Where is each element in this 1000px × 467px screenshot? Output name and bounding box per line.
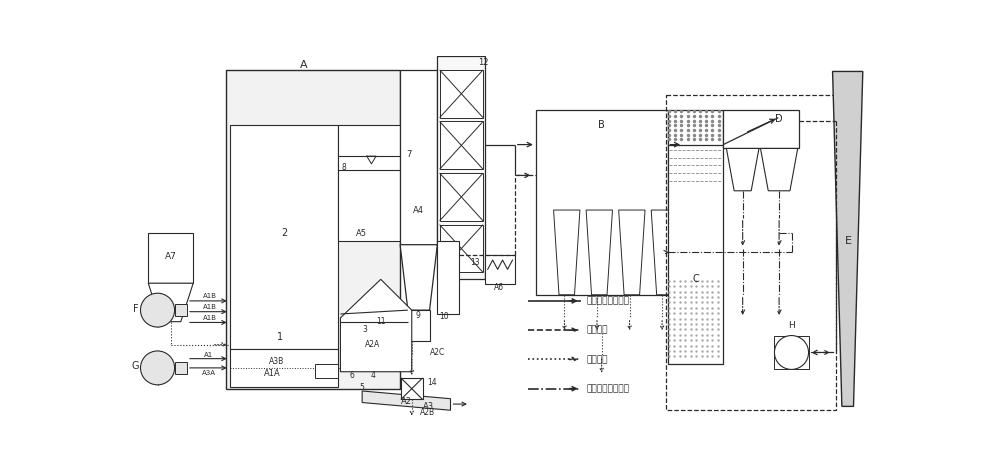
Text: A: A <box>299 60 307 70</box>
Text: 5: 5 <box>359 382 364 392</box>
Text: 3: 3 <box>363 325 368 334</box>
Text: A2C: A2C <box>430 348 445 357</box>
Bar <box>338 125 400 241</box>
Bar <box>315 364 338 378</box>
Text: 1: 1 <box>277 332 283 342</box>
Polygon shape <box>726 149 759 191</box>
Polygon shape <box>586 210 612 295</box>
Text: 6: 6 <box>350 371 355 380</box>
Text: 9: 9 <box>416 311 420 320</box>
Bar <box>440 70 483 118</box>
Circle shape <box>140 351 175 385</box>
Text: A3: A3 <box>423 402 434 411</box>
Bar <box>666 94 836 410</box>
Text: A1: A1 <box>204 352 213 358</box>
Polygon shape <box>400 245 437 310</box>
Circle shape <box>774 336 809 369</box>
Bar <box>536 110 668 295</box>
Polygon shape <box>340 279 412 372</box>
Text: A1B: A1B <box>203 293 217 299</box>
Polygon shape <box>362 391 450 410</box>
Text: B: B <box>598 120 605 130</box>
Text: A3A: A3A <box>202 370 216 376</box>
Bar <box>175 362 187 374</box>
Text: H: H <box>788 321 795 330</box>
Text: A1B: A1B <box>203 304 217 310</box>
Text: 11: 11 <box>376 317 386 326</box>
Bar <box>175 304 187 316</box>
Text: 4: 4 <box>371 371 375 380</box>
Bar <box>401 378 423 399</box>
Bar <box>440 225 483 272</box>
Polygon shape <box>148 283 193 322</box>
Polygon shape <box>619 210 645 295</box>
Text: 12: 12 <box>478 58 488 67</box>
Bar <box>440 173 483 221</box>
Bar <box>226 70 400 389</box>
Text: 除尘器回收水流程: 除尘器回收水流程 <box>586 384 629 393</box>
Bar <box>668 110 723 364</box>
Text: A2A: A2A <box>365 340 381 349</box>
Text: 灰渣流程: 灰渣流程 <box>586 355 608 364</box>
Text: A1B: A1B <box>203 315 217 321</box>
Text: A2B: A2B <box>420 408 435 417</box>
Bar <box>774 336 809 369</box>
Text: A1A: A1A <box>264 369 281 378</box>
Polygon shape <box>651 210 678 295</box>
Bar <box>230 125 338 349</box>
Text: G: G <box>131 361 139 371</box>
Text: 14: 14 <box>427 378 437 387</box>
Text: E: E <box>845 236 852 246</box>
Polygon shape <box>554 210 580 295</box>
Text: 8: 8 <box>341 163 346 172</box>
Circle shape <box>140 293 175 327</box>
Text: A7: A7 <box>165 252 177 261</box>
Text: A2: A2 <box>401 396 412 405</box>
Text: 10: 10 <box>439 312 448 321</box>
Text: A3B: A3B <box>268 357 284 366</box>
Bar <box>437 56 485 279</box>
Text: A4: A4 <box>413 205 424 214</box>
Text: 烟气流程: 烟气流程 <box>586 325 608 335</box>
Text: 2: 2 <box>281 228 287 238</box>
Text: 7: 7 <box>406 150 412 159</box>
Text: A5: A5 <box>356 229 367 238</box>
Text: 一（二）次风流程: 一（二）次风流程 <box>586 297 629 305</box>
Bar <box>723 110 799 149</box>
Bar <box>148 233 193 283</box>
Text: C: C <box>692 274 699 284</box>
Bar <box>437 241 459 314</box>
Text: A6: A6 <box>494 283 504 291</box>
Polygon shape <box>761 149 798 191</box>
Bar <box>440 121 483 169</box>
Text: 13: 13 <box>470 258 480 267</box>
Bar <box>408 310 430 341</box>
Text: F: F <box>133 304 139 314</box>
Bar <box>230 349 338 387</box>
Polygon shape <box>833 71 863 406</box>
Bar <box>400 70 437 245</box>
Bar <box>485 255 515 284</box>
Text: D: D <box>775 114 783 124</box>
